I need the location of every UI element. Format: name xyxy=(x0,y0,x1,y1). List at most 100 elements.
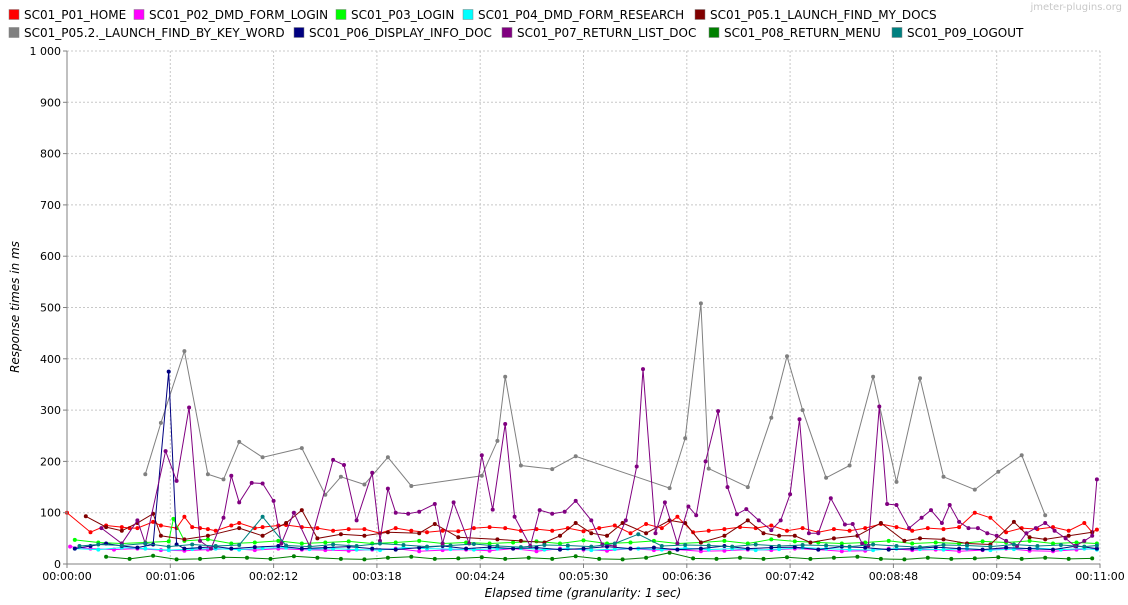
data-point xyxy=(96,547,101,552)
data-point xyxy=(467,541,472,546)
data-point xyxy=(597,526,602,531)
data-point xyxy=(734,512,739,517)
data-point xyxy=(966,526,971,531)
data-point xyxy=(871,548,876,553)
data-point xyxy=(1035,544,1040,548)
legend-label: SC01_P07_RETURN_LIST_DOC xyxy=(517,26,696,40)
data-point xyxy=(260,533,265,538)
data-point xyxy=(99,526,104,531)
data-point xyxy=(252,545,257,550)
data-point xyxy=(1043,555,1048,560)
data-point xyxy=(686,504,691,509)
data-point xyxy=(918,536,922,541)
legend-label: SC01_P06_DISPLAY_INFO_DOC xyxy=(309,26,492,40)
data-point xyxy=(213,544,218,548)
data-point xyxy=(362,557,367,562)
data-point xyxy=(260,514,265,519)
data-point xyxy=(174,478,179,483)
data-point xyxy=(526,555,531,560)
data-point xyxy=(753,542,758,547)
data-point xyxy=(1019,453,1024,458)
data-point xyxy=(237,526,242,531)
data-point xyxy=(432,522,437,526)
data-point xyxy=(722,533,727,538)
data-point xyxy=(612,523,617,528)
data-point xyxy=(980,547,985,552)
data-point xyxy=(667,486,672,491)
data-point xyxy=(703,459,708,464)
data-point xyxy=(237,500,242,505)
data-point xyxy=(1090,556,1095,561)
data-point xyxy=(331,457,336,462)
data-point xyxy=(847,547,852,552)
legend-label: SC01_P02_DMD_FORM_LOGIN xyxy=(149,8,328,22)
data-point xyxy=(1074,540,1079,545)
data-point xyxy=(229,523,234,528)
data-point xyxy=(863,545,868,550)
data-point xyxy=(440,528,445,533)
data-point xyxy=(151,519,156,524)
legend-label: SC01_P09_LOGOUT xyxy=(907,26,1024,40)
data-point xyxy=(72,537,77,542)
legend-swatch xyxy=(462,9,474,20)
y-tick-label: 600 xyxy=(40,250,61,263)
data-point xyxy=(229,473,234,478)
chart-axes: 0 100 200 300 400 500 600 700 800 900 1 000 00:00:0… xyxy=(30,45,1125,583)
data-point xyxy=(323,540,328,545)
data-point xyxy=(996,469,1001,474)
data-point xyxy=(808,540,813,545)
data-point xyxy=(209,546,213,551)
data-point xyxy=(769,528,774,533)
data-point xyxy=(385,530,390,535)
data-point xyxy=(88,530,93,535)
data-point xyxy=(1094,543,1099,548)
data-point xyxy=(644,531,649,536)
data-point xyxy=(518,538,523,543)
data-point xyxy=(406,511,411,516)
x-tick-label: 00:04:24 xyxy=(455,570,504,583)
data-point xyxy=(980,539,985,544)
data-point xyxy=(1019,556,1024,561)
data-point xyxy=(597,556,602,561)
data-point xyxy=(573,498,578,503)
data-point xyxy=(925,526,930,531)
data-point xyxy=(279,541,284,546)
data-point xyxy=(456,535,461,540)
data-point xyxy=(1063,536,1068,541)
series-line xyxy=(101,369,1098,550)
data-point xyxy=(370,546,375,551)
data-point xyxy=(362,482,367,487)
data-point xyxy=(785,555,789,560)
data-point xyxy=(907,526,912,531)
y-tick-label: 400 xyxy=(40,353,61,366)
data-point xyxy=(143,472,148,477)
data-point xyxy=(933,540,938,545)
data-point xyxy=(323,545,328,550)
data-point xyxy=(198,545,202,550)
data-point xyxy=(628,546,633,551)
data-point xyxy=(722,527,727,532)
legend-label: SC01_P05.2._LAUNCH_FIND_BY_KEY_WORD xyxy=(24,26,285,40)
data-point xyxy=(260,525,265,530)
data-point xyxy=(495,438,500,443)
data-point xyxy=(448,547,453,552)
data-point xyxy=(229,546,234,551)
series-group xyxy=(72,545,1099,553)
data-point xyxy=(769,415,774,420)
data-point xyxy=(839,549,844,554)
data-point xyxy=(902,538,907,543)
legend-label: SC01_P01_HOME xyxy=(24,8,126,22)
data-point xyxy=(213,528,218,533)
data-point xyxy=(886,538,891,543)
data-point xyxy=(620,557,625,562)
data-point xyxy=(417,509,422,514)
data-point xyxy=(338,474,343,479)
data-point xyxy=(198,556,202,561)
watermark: jmeter-plugins.org xyxy=(1029,2,1122,13)
data-point xyxy=(777,547,782,552)
data-point xyxy=(417,531,422,536)
data-point xyxy=(135,518,140,523)
data-point xyxy=(918,545,922,550)
data-point xyxy=(464,546,469,551)
data-point xyxy=(871,374,876,379)
